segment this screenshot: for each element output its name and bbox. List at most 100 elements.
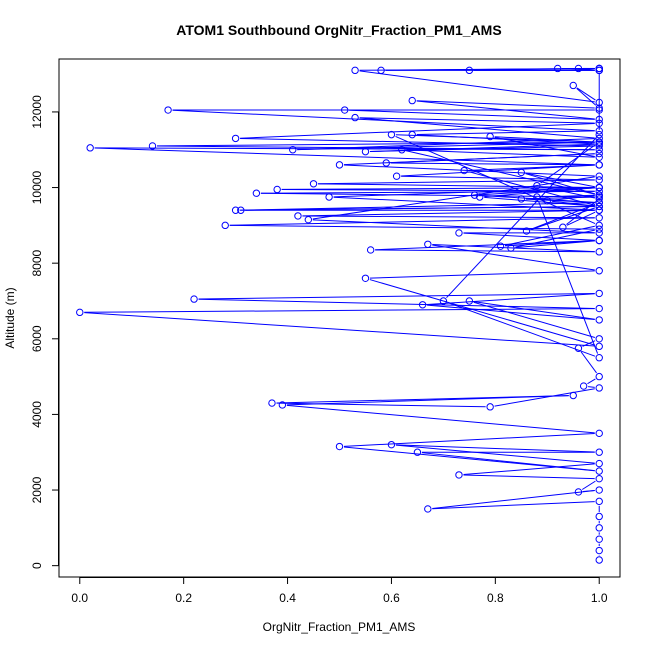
data-point — [496, 242, 505, 250]
data-point — [595, 335, 603, 343]
data-point — [595, 236, 603, 245]
data-point — [351, 113, 359, 122]
series-segment — [297, 141, 595, 151]
series-segment — [588, 386, 595, 388]
data-point — [595, 474, 603, 483]
x-axis: 0.0 0.2 0.4 0.6 0.8 1.0 — [71, 577, 608, 605]
series-segment — [541, 194, 595, 198]
data-point — [574, 64, 583, 73]
series-segment — [582, 489, 595, 493]
data-point — [392, 172, 401, 180]
data-point — [579, 382, 588, 390]
data-point — [559, 223, 567, 231]
data-point — [86, 144, 94, 152]
data-point — [595, 187, 603, 196]
data-point — [190, 295, 198, 303]
series-segment — [343, 433, 595, 447]
y-tick-label: 6000 — [30, 325, 44, 352]
series-segment — [463, 474, 595, 480]
series-segment — [427, 293, 595, 305]
y-tick-label: 12000 — [30, 95, 44, 129]
data-point — [517, 195, 526, 203]
series-segment — [395, 444, 595, 453]
data-point — [533, 181, 541, 190]
data-point — [595, 512, 603, 521]
series-segment — [395, 134, 595, 143]
data-point — [595, 134, 603, 143]
data-point — [595, 193, 603, 201]
data-point — [366, 246, 375, 254]
y-tick-label: 10000 — [30, 171, 44, 205]
data-point — [595, 142, 603, 150]
data-point — [387, 440, 396, 449]
series-segment — [302, 209, 595, 217]
series-segment — [84, 308, 595, 313]
data-point — [595, 183, 603, 192]
series-segment — [406, 150, 595, 195]
data-point — [595, 229, 603, 237]
data-point — [595, 497, 603, 506]
x-tick-label: 1.0 — [591, 591, 608, 605]
series-segment — [525, 172, 595, 188]
data-point — [148, 142, 157, 150]
data-point — [595, 524, 603, 532]
series-segment — [576, 87, 596, 101]
series-segment — [401, 164, 595, 177]
data-point — [465, 66, 474, 75]
series-segment — [494, 388, 595, 407]
data-point — [595, 153, 603, 162]
series-segment — [463, 232, 595, 241]
chart-title: ATOM1 Southbound OrgNitr_Fraction_PM1_AM… — [176, 22, 501, 38]
data-point — [231, 206, 240, 214]
series-layer — [76, 64, 603, 564]
series-segment — [416, 130, 595, 136]
series-segment — [463, 463, 595, 476]
series-segment — [84, 312, 595, 347]
data-point — [413, 448, 422, 456]
data-point — [595, 206, 603, 214]
data-point — [595, 64, 603, 73]
data-point — [543, 197, 551, 205]
data-point — [595, 342, 603, 351]
series-segment — [580, 351, 597, 374]
data-point — [361, 147, 370, 156]
series-segment — [240, 138, 595, 147]
data-point — [595, 176, 603, 184]
data-point — [595, 546, 603, 555]
data-point — [595, 140, 603, 148]
data-point — [340, 106, 349, 114]
data-point — [268, 399, 276, 407]
data-point — [398, 146, 406, 154]
data-point — [595, 556, 603, 564]
x-tick-label: 0.0 — [71, 591, 88, 605]
data-point — [595, 289, 603, 298]
data-point — [595, 486, 603, 494]
data-point — [595, 535, 603, 543]
data-point — [476, 193, 484, 201]
series-segment — [473, 301, 596, 339]
data-point — [553, 64, 562, 73]
series-segment — [566, 211, 596, 226]
data-point — [595, 161, 603, 169]
data-point — [377, 66, 385, 75]
data-point — [424, 240, 432, 248]
series-segment — [576, 88, 597, 106]
data-point — [595, 191, 603, 199]
data-point — [595, 127, 603, 135]
series-segment — [479, 187, 595, 196]
series-segment — [276, 395, 569, 404]
data-point — [595, 448, 603, 456]
series-segment — [581, 480, 596, 490]
series-segment — [395, 444, 595, 464]
data-point — [522, 227, 531, 235]
series-segment — [540, 144, 596, 184]
data-point — [507, 244, 515, 252]
data-point — [595, 106, 603, 114]
data-point — [595, 172, 603, 180]
y-tick-label: 0 — [30, 562, 44, 569]
data-point — [595, 195, 603, 203]
series-segment — [198, 298, 595, 309]
series-segment — [525, 173, 596, 195]
series-segment — [432, 244, 595, 271]
y-tick-label: 2000 — [30, 476, 44, 503]
